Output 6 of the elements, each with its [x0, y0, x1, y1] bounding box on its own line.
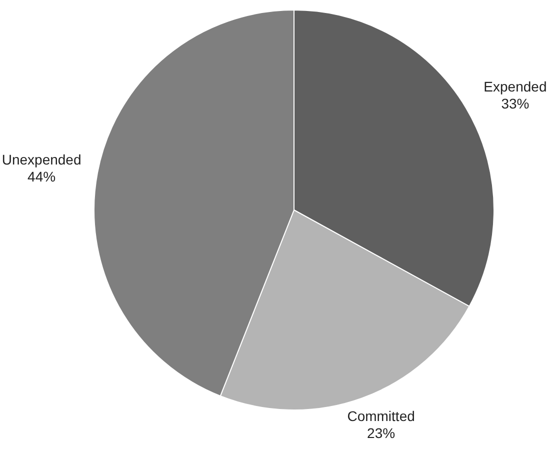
slice-label: Committed — [347, 408, 415, 424]
slice-label: Unexpended — [2, 152, 82, 168]
data-label: 23% — [367, 424, 396, 441]
data-label: 33% — [501, 95, 530, 112]
slice-label: Expended — [484, 78, 547, 94]
data-label: 44% — [28, 168, 56, 184]
